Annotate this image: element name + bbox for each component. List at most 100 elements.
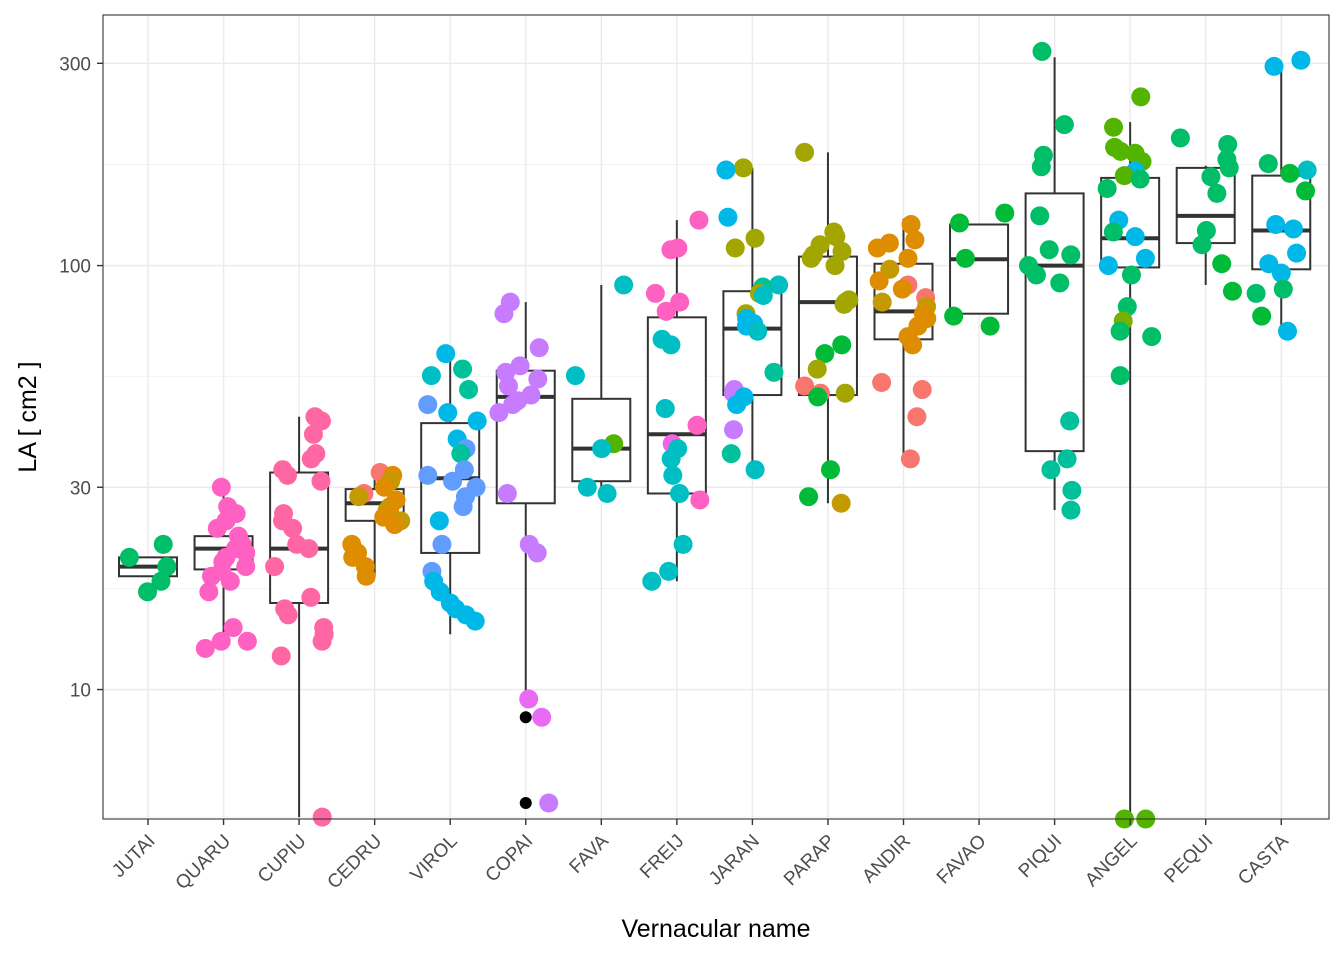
data-point [1030, 206, 1050, 226]
data-point [1264, 56, 1284, 76]
data-point [721, 444, 741, 464]
data-point [1201, 167, 1221, 187]
data-point [659, 561, 679, 581]
data-point [1060, 411, 1080, 431]
data-point [311, 471, 331, 491]
data-point [283, 518, 303, 538]
data-point [565, 366, 585, 386]
data-point [834, 294, 854, 314]
data-point [577, 477, 597, 497]
data-point [907, 407, 927, 427]
data-point [497, 483, 517, 503]
data-point [301, 587, 321, 607]
data-point [1170, 128, 1190, 148]
data-point [1280, 163, 1300, 183]
data-point [237, 631, 257, 651]
data-point [1121, 265, 1141, 285]
data-point [687, 415, 707, 435]
data-point [642, 571, 662, 591]
boxplot-box [797, 255, 858, 397]
data-point [236, 543, 256, 563]
data-point [418, 465, 438, 485]
data-point [199, 582, 219, 602]
data-point [453, 497, 473, 517]
plot-panel-border [102, 14, 1330, 820]
data-point [661, 240, 681, 260]
data-point [519, 689, 539, 709]
data-point [592, 439, 612, 459]
data-point [867, 238, 887, 258]
data-point [831, 493, 851, 513]
data-point [467, 411, 487, 431]
data-point [815, 344, 835, 364]
data-point [1057, 449, 1077, 469]
data-point [385, 515, 405, 535]
y-axis-title: LA [ cm2 ] [14, 361, 42, 472]
data-point [432, 534, 452, 554]
data-point [663, 465, 683, 485]
data-point [745, 460, 765, 480]
data-point [980, 316, 1000, 336]
boxplot-box [949, 223, 1010, 315]
data-point [195, 638, 215, 658]
data-point [1296, 181, 1316, 201]
data-point [271, 646, 291, 666]
data-point [299, 539, 319, 559]
y-tick-label: 30 [70, 478, 91, 499]
data-point [808, 387, 828, 407]
data-point [614, 275, 634, 295]
data-point [1222, 281, 1242, 301]
data-point [1111, 141, 1131, 161]
data-point [1266, 214, 1286, 234]
data-point [498, 376, 518, 396]
data-point [528, 369, 548, 389]
data-point [1219, 158, 1239, 178]
data-point [1207, 183, 1227, 203]
data-point [1104, 117, 1124, 137]
data-point [901, 214, 921, 234]
data-point [1258, 154, 1278, 174]
data-point [349, 487, 369, 507]
data-point [900, 449, 920, 469]
data-point [807, 359, 827, 379]
data-point [733, 158, 753, 178]
data-point [825, 256, 845, 276]
data-point [220, 571, 240, 591]
data-point [465, 611, 485, 631]
data-point [670, 483, 690, 503]
x-axis-title: Vernacular name [621, 915, 810, 943]
data-point [1054, 115, 1074, 135]
data-point [429, 511, 449, 531]
data-point [453, 359, 473, 379]
data-point [532, 707, 552, 727]
data-point [1218, 135, 1238, 155]
data-point [265, 557, 285, 577]
data-point [795, 142, 815, 162]
data-point [539, 793, 559, 813]
data-point [718, 207, 738, 227]
data-point [1050, 273, 1070, 293]
data-point [769, 275, 789, 295]
data-point [799, 487, 819, 507]
data-point [689, 210, 709, 230]
y-tick-label: 10 [70, 681, 91, 702]
data-point [312, 631, 332, 651]
data-point [661, 449, 681, 469]
data-point [119, 547, 139, 567]
data-point [1273, 279, 1293, 299]
data-point [670, 292, 690, 312]
data-point [1192, 235, 1212, 255]
data-point [201, 566, 221, 586]
data-point [1252, 306, 1272, 326]
data-point [764, 362, 784, 382]
data-point [872, 372, 892, 392]
data-point [1032, 41, 1052, 61]
data-point [748, 321, 768, 341]
data-point [944, 306, 964, 326]
data-point [1271, 263, 1291, 283]
data-point [138, 582, 158, 602]
data-point [374, 477, 394, 497]
data-point [1103, 222, 1123, 242]
data-point [454, 460, 474, 480]
